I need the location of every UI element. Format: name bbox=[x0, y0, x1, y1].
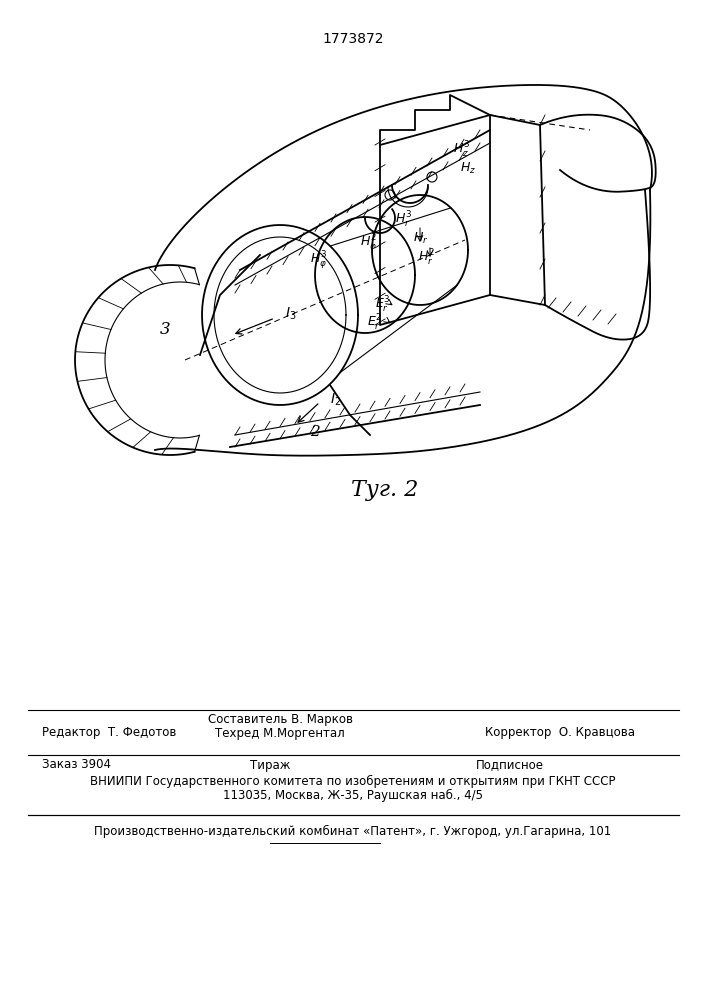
Text: Τуг. 2: Τуг. 2 bbox=[351, 479, 419, 501]
Text: Производственно-издательский комбинат «Патент», г. Ужгород, ул.Гагарина, 101: Производственно-издательский комбинат «П… bbox=[94, 824, 612, 838]
Text: $H_r^2$: $H_r^2$ bbox=[418, 248, 435, 268]
Text: 1773872: 1773872 bbox=[322, 32, 384, 46]
Text: $H_r^3$: $H_r^3$ bbox=[395, 210, 412, 230]
Text: 2: 2 bbox=[310, 425, 320, 439]
Text: $H_z^3$: $H_z^3$ bbox=[453, 140, 470, 160]
Text: $I_3$: $I_3$ bbox=[285, 306, 296, 322]
Text: Техред М.Моргентал: Техред М.Моргентал bbox=[215, 726, 345, 740]
Text: Подписное: Подписное bbox=[476, 758, 544, 772]
Text: Составитель В. Марков: Составитель В. Марков bbox=[207, 712, 353, 726]
Text: Тираж: Тираж bbox=[250, 758, 290, 772]
Text: Заказ 3904: Заказ 3904 bbox=[42, 758, 111, 772]
Text: Редактор  Т. Федотов: Редактор Т. Федотов bbox=[42, 726, 176, 739]
Text: $I_2$: $I_2$ bbox=[330, 392, 341, 408]
Text: $E_r^3$: $E_r^3$ bbox=[375, 295, 391, 315]
Text: $E_r^2$: $E_r^2$ bbox=[367, 313, 382, 333]
Text: $H_z$: $H_z$ bbox=[460, 160, 476, 176]
Text: $H_r$: $H_r$ bbox=[413, 230, 428, 246]
Text: $H_\varphi^2$: $H_\varphi^2$ bbox=[360, 232, 377, 254]
Text: ВНИИПИ Государственного комитета по изобретениям и открытиям при ГКНТ СССР: ВНИИПИ Государственного комитета по изоб… bbox=[90, 774, 616, 788]
Text: 113035, Москва, Ж-35, Раушская наб., 4/5: 113035, Москва, Ж-35, Раушская наб., 4/5 bbox=[223, 788, 483, 802]
Text: Корректор  О. Кравцова: Корректор О. Кравцова bbox=[485, 726, 635, 739]
Text: 3: 3 bbox=[160, 322, 170, 338]
Text: $H_\varphi^3$: $H_\varphi^3$ bbox=[310, 249, 327, 271]
